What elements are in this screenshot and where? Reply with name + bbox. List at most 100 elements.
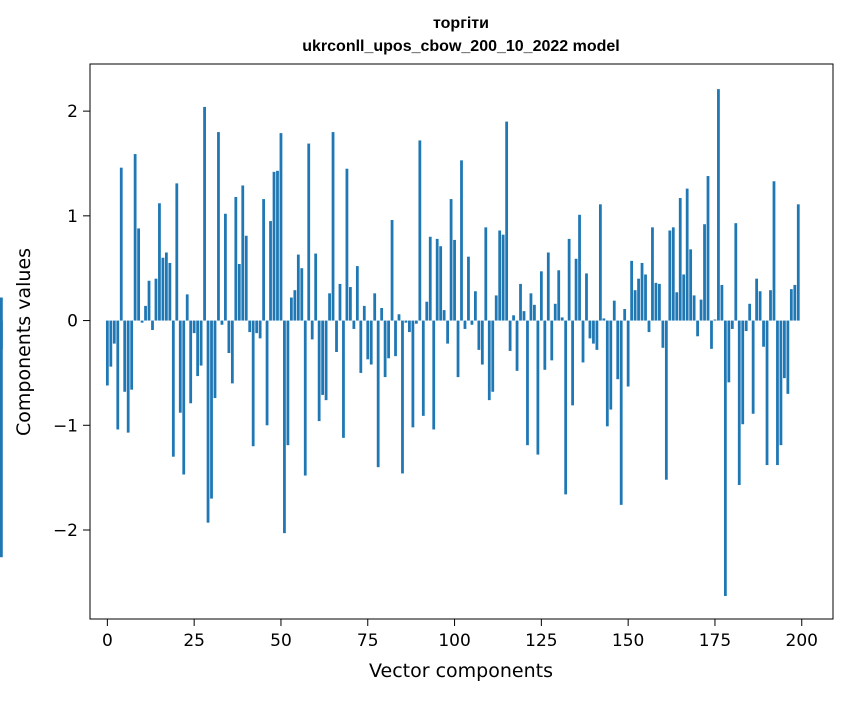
bar-component-12	[147, 280, 151, 321]
x-axis-label: Vector components	[369, 660, 553, 682]
bar-component-11	[144, 305, 147, 321]
bar-component-65	[331, 132, 335, 321]
bar-component-63	[324, 320, 328, 401]
bar-component-158	[654, 282, 658, 321]
bar-component-156	[647, 320, 651, 333]
bar-component-171	[699, 299, 703, 321]
x-tick-label: 175	[699, 631, 731, 651]
plot-area-frame	[89, 63, 834, 620]
bar-component-34	[224, 213, 227, 321]
bar-component-192	[772, 181, 776, 321]
bar-component-23	[185, 294, 189, 321]
bar-component-178	[723, 320, 727, 596]
bar-component-151	[630, 260, 634, 321]
bar-component-164	[675, 292, 679, 321]
bar-component-2	[112, 320, 116, 344]
bar-component-27	[199, 320, 203, 366]
x-axis-ticks: 0 25 50 75 100 125 150 175 200	[102, 619, 818, 651]
bar-component-26	[196, 320, 200, 377]
bar-component-176	[717, 89, 720, 321]
bar-component-138	[585, 273, 588, 321]
y-tick-label: −1	[53, 416, 78, 436]
bar-component-126	[543, 320, 547, 370]
bar-component-51	[283, 320, 286, 534]
bar-component-189	[762, 320, 765, 347]
bar-component-97	[442, 310, 446, 321]
bar-component-10	[140, 320, 144, 323]
bar-component-124	[536, 320, 540, 455]
bar-component-170	[696, 320, 699, 337]
bar-component-20	[175, 183, 179, 321]
bar-component-114	[501, 234, 505, 321]
bar-component-100	[453, 239, 456, 321]
bar-component-145	[609, 320, 613, 410]
bar-component-183	[741, 320, 745, 425]
bar-component-55	[296, 254, 300, 321]
bar-component-110	[487, 320, 491, 401]
bar-component-119	[519, 283, 522, 321]
bar-component-131	[560, 317, 564, 321]
bar-component-125	[539, 271, 543, 321]
bar-component-undefined	[0, 297, 3, 321]
bar-component-195	[783, 320, 786, 379]
bar-component-15	[158, 203, 161, 321]
bar-component-58	[307, 143, 311, 321]
bar-component-135	[574, 258, 578, 321]
bar-component-61	[317, 320, 321, 422]
bar-component-21	[178, 320, 182, 413]
bar-component-177	[720, 284, 724, 321]
bar-component-38	[237, 264, 241, 321]
bar-component-104	[467, 256, 470, 321]
bar-component-173	[706, 176, 710, 321]
bar-component-117	[512, 315, 515, 321]
x-tick-label: 200	[786, 631, 818, 651]
bar-component-90	[418, 140, 422, 321]
bar-component-184	[744, 320, 748, 332]
bar-component-24	[189, 320, 193, 404]
y-tick-label: −2	[53, 521, 78, 541]
bar-component-60	[314, 253, 318, 321]
x-tick-label: 25	[183, 631, 205, 651]
bar-component-46	[265, 320, 269, 426]
bar-component-139	[588, 320, 592, 339]
y-axis-label: Components values	[13, 248, 35, 436]
bar-component-68	[342, 320, 345, 438]
bar-component-92	[425, 301, 429, 321]
chart-title-line-1: торгіти	[433, 15, 489, 32]
y-tick-label: 2	[67, 102, 78, 122]
bar-component-96	[439, 246, 443, 321]
bar-component-190	[765, 320, 769, 466]
bar-component-136	[578, 214, 581, 321]
bar-component-0	[105, 320, 109, 386]
bar-component-116	[508, 320, 512, 351]
bar-component-84	[397, 314, 401, 321]
bar-component-102	[460, 160, 463, 321]
bar-component-153	[637, 278, 640, 321]
bar-component-165	[678, 198, 682, 321]
bar-component-16	[161, 257, 165, 321]
bar-component-181	[734, 223, 738, 321]
bar-component-120	[522, 311, 526, 321]
bar-component-130	[557, 270, 561, 321]
bar-component-121	[526, 320, 529, 446]
bar-component-98	[446, 320, 449, 344]
bar-component-82	[390, 220, 394, 321]
bar-component-3	[116, 320, 120, 430]
x-tick-label: 150	[612, 631, 644, 651]
bar-component-59	[310, 320, 314, 340]
bar-component-127	[546, 252, 550, 321]
bar-component-157	[651, 227, 654, 321]
bar-component-144	[605, 320, 609, 427]
bar-component-193	[776, 320, 779, 466]
bar-component-168	[689, 249, 693, 321]
bar-component-174	[710, 320, 713, 349]
bar-component-30	[210, 320, 213, 499]
bar-component-159	[658, 283, 661, 321]
bar-component-14	[154, 278, 158, 321]
bar-component-111	[491, 320, 495, 392]
bar-component-57	[303, 320, 307, 476]
bar-component-154	[640, 262, 644, 321]
bar-component-109	[484, 227, 488, 321]
